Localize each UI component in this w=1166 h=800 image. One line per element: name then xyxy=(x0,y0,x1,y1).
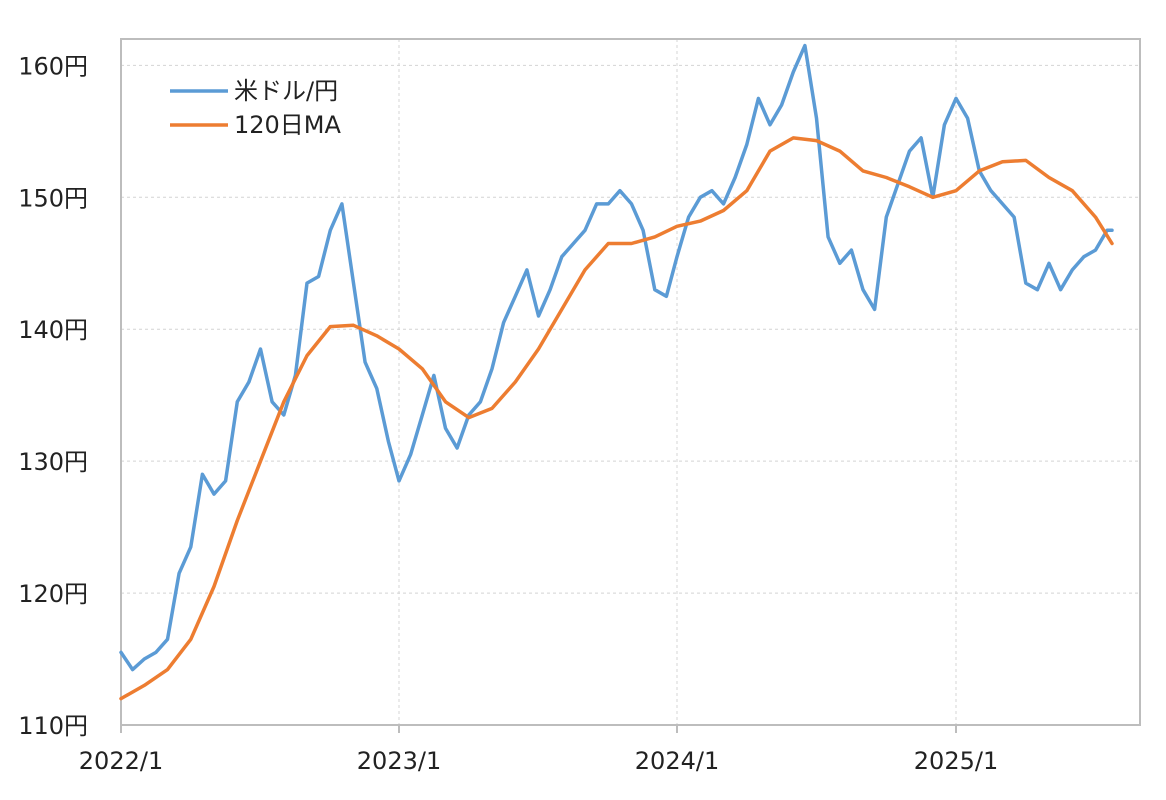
y-tick-label: 150円 xyxy=(18,184,88,212)
x-axis-ticks: 2022/1 2023/1 2024/1 2025/1 xyxy=(79,725,998,775)
y-tick-label: 140円 xyxy=(18,316,88,344)
y-tick-label: 110円 xyxy=(18,712,88,740)
series-line-ma120 xyxy=(119,136,1114,701)
x-tick-label: 2025/1 xyxy=(914,747,998,775)
legend-label-usd-jpy: 米ドル/円 xyxy=(234,77,338,105)
legend-label-ma120: 120日MA xyxy=(234,111,342,139)
legend: 米ドル/円 120日MA xyxy=(170,77,342,139)
series-line-usd-jpy xyxy=(119,43,1114,672)
x-tick-label: 2023/1 xyxy=(357,747,441,775)
y-tick-label: 130円 xyxy=(18,448,88,476)
plot-frame xyxy=(120,38,1141,726)
y-axis-ticks: 110円 120円 130円 140円 150円 160円 xyxy=(18,52,88,740)
series-layer xyxy=(119,43,1114,701)
x-tick-label: 2022/1 xyxy=(79,747,163,775)
y-tick-label: 160円 xyxy=(18,52,88,80)
x-tick-label: 2024/1 xyxy=(635,747,719,775)
y-tick-label: 120円 xyxy=(18,580,88,608)
grid-lines xyxy=(121,39,1140,725)
